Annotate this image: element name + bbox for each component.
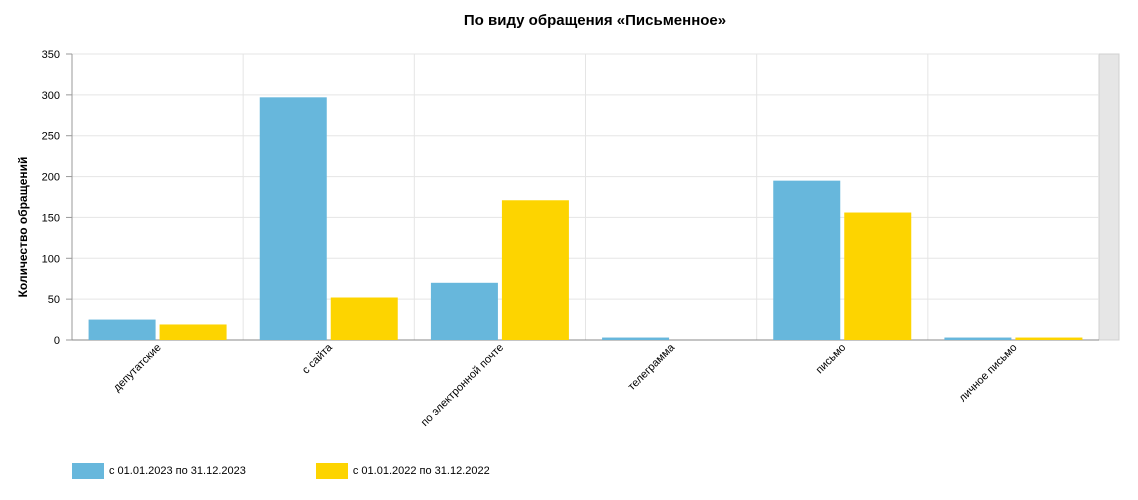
y-tick-label: 250 (42, 131, 60, 143)
y-axis-label: Количество обращений (16, 157, 30, 298)
scrollbar-track (1098, 53, 1120, 341)
y-tick-label: 350 (42, 49, 60, 61)
chart-title: По виду обращения «Письменное» (463, 12, 727, 29)
x-category-label: письмо (814, 342, 849, 377)
y-tick-label: 100 (42, 253, 60, 265)
x-category-label: по электронной почте (419, 342, 506, 429)
y-tick-label: 150 (42, 212, 60, 224)
bar (501, 200, 569, 340)
y-tick-label: 300 (42, 90, 60, 102)
x-category-label: с сайта (300, 341, 336, 377)
legend-item-2022[interactable]: с 01.01.2022 по 31.12.2022 (315, 463, 490, 479)
bar (159, 324, 227, 340)
x-category-label: телеграмма (626, 341, 678, 393)
y-tick-label: 0 (54, 335, 60, 347)
x-category-label: депутатские (111, 342, 164, 395)
bar (602, 337, 670, 340)
x-category-label: личное письмо (957, 342, 1020, 405)
legend-label-2023: с 01.01.2023 по 31.12.2023 (109, 465, 246, 477)
y-tick-label: 50 (48, 294, 60, 306)
y-tick-label: 200 (42, 172, 60, 184)
bar (88, 319, 156, 340)
bar (844, 212, 912, 340)
bar (259, 97, 327, 341)
bar (330, 297, 398, 340)
legend-swatch-2022 (315, 463, 348, 479)
legend-item-2023[interactable]: с 01.01.2023 по 31.12.2023 (72, 463, 246, 479)
bar (944, 337, 1012, 340)
legend-swatch-2023 (72, 463, 104, 479)
legend: с 01.01.2023 по 31.12.2023 с 01.01.2022 … (72, 463, 560, 479)
legend-label-2022: с 01.01.2022 по 31.12.2022 (352, 465, 490, 477)
bar (1015, 337, 1083, 340)
bar (430, 282, 498, 340)
bar (773, 180, 841, 340)
